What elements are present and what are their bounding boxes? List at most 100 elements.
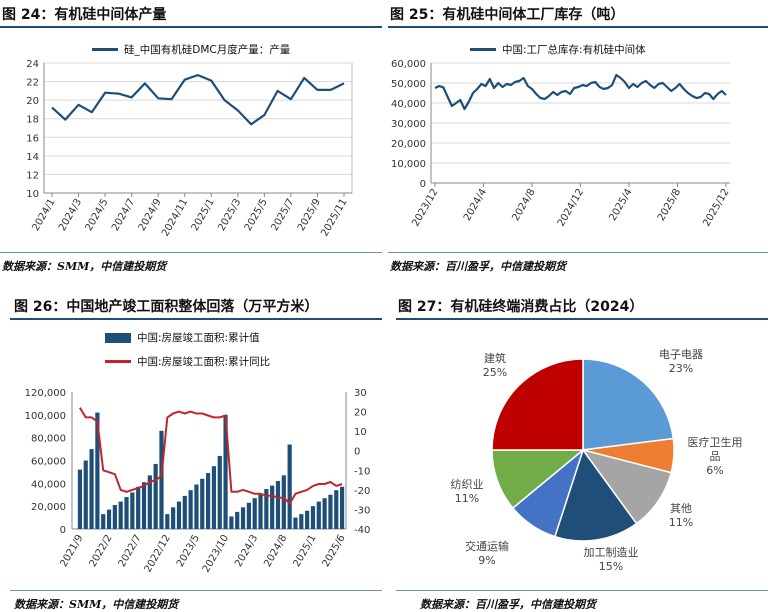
chart-26-ytick-left-label: 60,000 <box>31 457 66 468</box>
chart-26-ytick-left-label: 40,000 <box>31 479 66 490</box>
chart-27-slice-percent: 11% <box>455 492 479 505</box>
chart-26-bar <box>205 473 211 529</box>
chart-26-ytick-left-label: 0 <box>60 525 66 536</box>
chart-27-source-rule <box>396 590 768 591</box>
chart-26-source: 数据来源：SMM，中信建投期货 <box>14 598 179 611</box>
chart-25-source: 数据来源：百川盈孚，中信建投期货 <box>390 260 566 273</box>
chart-25-ytick-label: 50,000 <box>391 79 426 90</box>
chart-27-source: 数据来源：百川盈孚，中信建投期货 <box>420 598 596 611</box>
chart-26-bar <box>258 493 263 529</box>
chart-26-bar <box>77 469 83 529</box>
chart-26-bar <box>188 490 193 529</box>
chart-26-bar <box>141 482 147 529</box>
chart-26-bar <box>95 412 100 529</box>
chart-24-title-rule <box>0 26 382 28</box>
chart-26-ytick-left-label: 100,000 <box>25 411 66 422</box>
chart-24-source: 数据来源：SMM，中信建投期货 <box>2 260 167 273</box>
chart-26-bar <box>287 444 292 529</box>
chart-25-series-line <box>434 73 727 111</box>
chart-27-slice <box>582 358 675 451</box>
chart-26-xtick-label: 2025/1 <box>291 533 318 569</box>
chart-26-bar <box>130 492 135 529</box>
chart-26-ytick-right-label: -30 <box>354 505 370 516</box>
chart-24-xtick-label: 2024/1 <box>30 197 57 233</box>
chart-24-ytick-label: 10 <box>26 189 39 200</box>
chart-25-svg: 0 10,000 20,000 30,000 40,000 50,000 60,000 202… <box>391 59 732 228</box>
chart-25-title-rule <box>388 26 768 28</box>
chart-26-ytick-left-label: 80,000 <box>31 434 66 445</box>
chart-27-svg: 电子电器23%医疗卫生用品6%其他11%加工制造业15%交通运输9%纺织业11%… <box>451 348 743 573</box>
chart-27-slice-percent: 15% <box>599 560 623 573</box>
chart-26-bar <box>229 516 234 529</box>
chart-27-title-rule <box>396 318 768 320</box>
chart-26-bar <box>176 501 182 529</box>
chart-26-bar <box>101 514 106 529</box>
chart-26-title-rule <box>10 318 382 320</box>
chart-27-slice-label: 建筑 <box>484 351 506 365</box>
chart-26-bar <box>299 514 304 529</box>
chart-26-xtick-label: 2022/2 <box>88 533 115 569</box>
chart-24-title: 图 24：有机硅中间体产量 <box>2 7 167 23</box>
chart-26-bar <box>159 430 164 529</box>
chart-26-bar <box>322 498 327 529</box>
chart-24-xtick-label: 2024/5 <box>84 197 111 233</box>
chart-27-slice <box>491 358 584 451</box>
chart-26-bar <box>200 478 205 529</box>
chart-26-xtick-label: 2024/3 <box>233 533 260 569</box>
chart-26-bar <box>136 486 141 529</box>
chart-26-ytick-right-label: 0 <box>354 447 360 458</box>
chart-26-line-series <box>79 407 343 505</box>
chart-27-slice-percent: 6% <box>706 464 723 477</box>
chart-26-legend-line-swatch <box>105 360 131 363</box>
chart-27-slice-label: 电子电器 <box>659 348 703 361</box>
chart-26-bar <box>83 460 88 529</box>
chart-26-xtick-label: 2023/5 <box>175 533 202 569</box>
chart-26-bar <box>246 502 251 529</box>
chart-25-ytick-label: 30,000 <box>391 119 426 130</box>
chart-26-title: 图 26：中国地产竣工面积整体回落（万平方米） <box>14 299 319 315</box>
chart-24-xtick-label: 2025/5 <box>243 197 270 233</box>
chart-24-ytick-label: 14 <box>26 152 39 163</box>
chart-24-ytick-label: 22 <box>26 78 39 89</box>
chart-25-ytick-label: 0 <box>420 179 426 190</box>
chart-26-bar <box>310 506 316 529</box>
chart-27-slice-label: 其他 <box>670 502 692 515</box>
chart-25-xtick-label: 2025/4 <box>607 187 634 223</box>
chart-24-source-rule <box>0 252 382 253</box>
chart-26-xtick-label: 2024/8 <box>262 533 289 569</box>
chart-25-legend: 中国:工厂总库存:有机硅中间体 <box>470 42 646 57</box>
chart-26-xtick-label: 2025/6 <box>321 533 348 569</box>
chart-25-ytick-label: 60,000 <box>391 59 426 70</box>
chart-25-ytick-label: 10,000 <box>391 159 426 170</box>
chart-27-slice <box>553 448 638 542</box>
chart-26-bar <box>334 490 339 529</box>
chart-26-bar <box>211 466 217 529</box>
chart-26-bar <box>194 484 199 529</box>
chart-25-ytick-label: 20,000 <box>391 139 426 150</box>
chart-24-ytick-label: 24 <box>26 59 39 70</box>
chart-26-ytick-right-label: 30 <box>354 388 367 399</box>
chart-27-slice-label: 加工制造业 <box>584 545 639 559</box>
chart-24-xtick-label: 2024/11 <box>160 197 190 238</box>
chart-26-bar <box>316 501 321 529</box>
chart-24-ytick-label: 18 <box>26 115 39 126</box>
chart-26-ytick-left-label: 20,000 <box>31 502 66 513</box>
chart-26-bar <box>264 489 269 529</box>
chart-26-bar <box>147 475 152 529</box>
chart-25-xtick-label: 2024/8 <box>510 187 537 223</box>
chart-26-xtick-label: 2022/7 <box>117 533 144 569</box>
chart-25-xtick-label: 2024/12 <box>556 187 586 228</box>
chart-27-slice-label: 医疗卫生用 <box>688 435 743 449</box>
chart-24-xtick-label: 2025/9 <box>296 197 323 233</box>
chart-25-source-rule <box>388 252 768 253</box>
chart-26-bar <box>118 501 123 529</box>
chart-26-bar <box>165 514 170 529</box>
chart-24-xtick-label: 2024/9 <box>137 197 164 233</box>
chart-26-bar <box>281 475 286 529</box>
chart-26-bar <box>240 507 246 529</box>
chart-26-bar <box>339 486 345 529</box>
chart-24-svg: 10 12 14 16 18 20 22 24 2024/1 2024/3 2024/5 2024/7… <box>26 59 353 238</box>
chart-24-ytick-label: 12 <box>26 170 39 181</box>
chart-26-ytick-right-label: 20 <box>354 408 367 419</box>
chart-25-xtick-label: 2025/12 <box>701 187 731 228</box>
